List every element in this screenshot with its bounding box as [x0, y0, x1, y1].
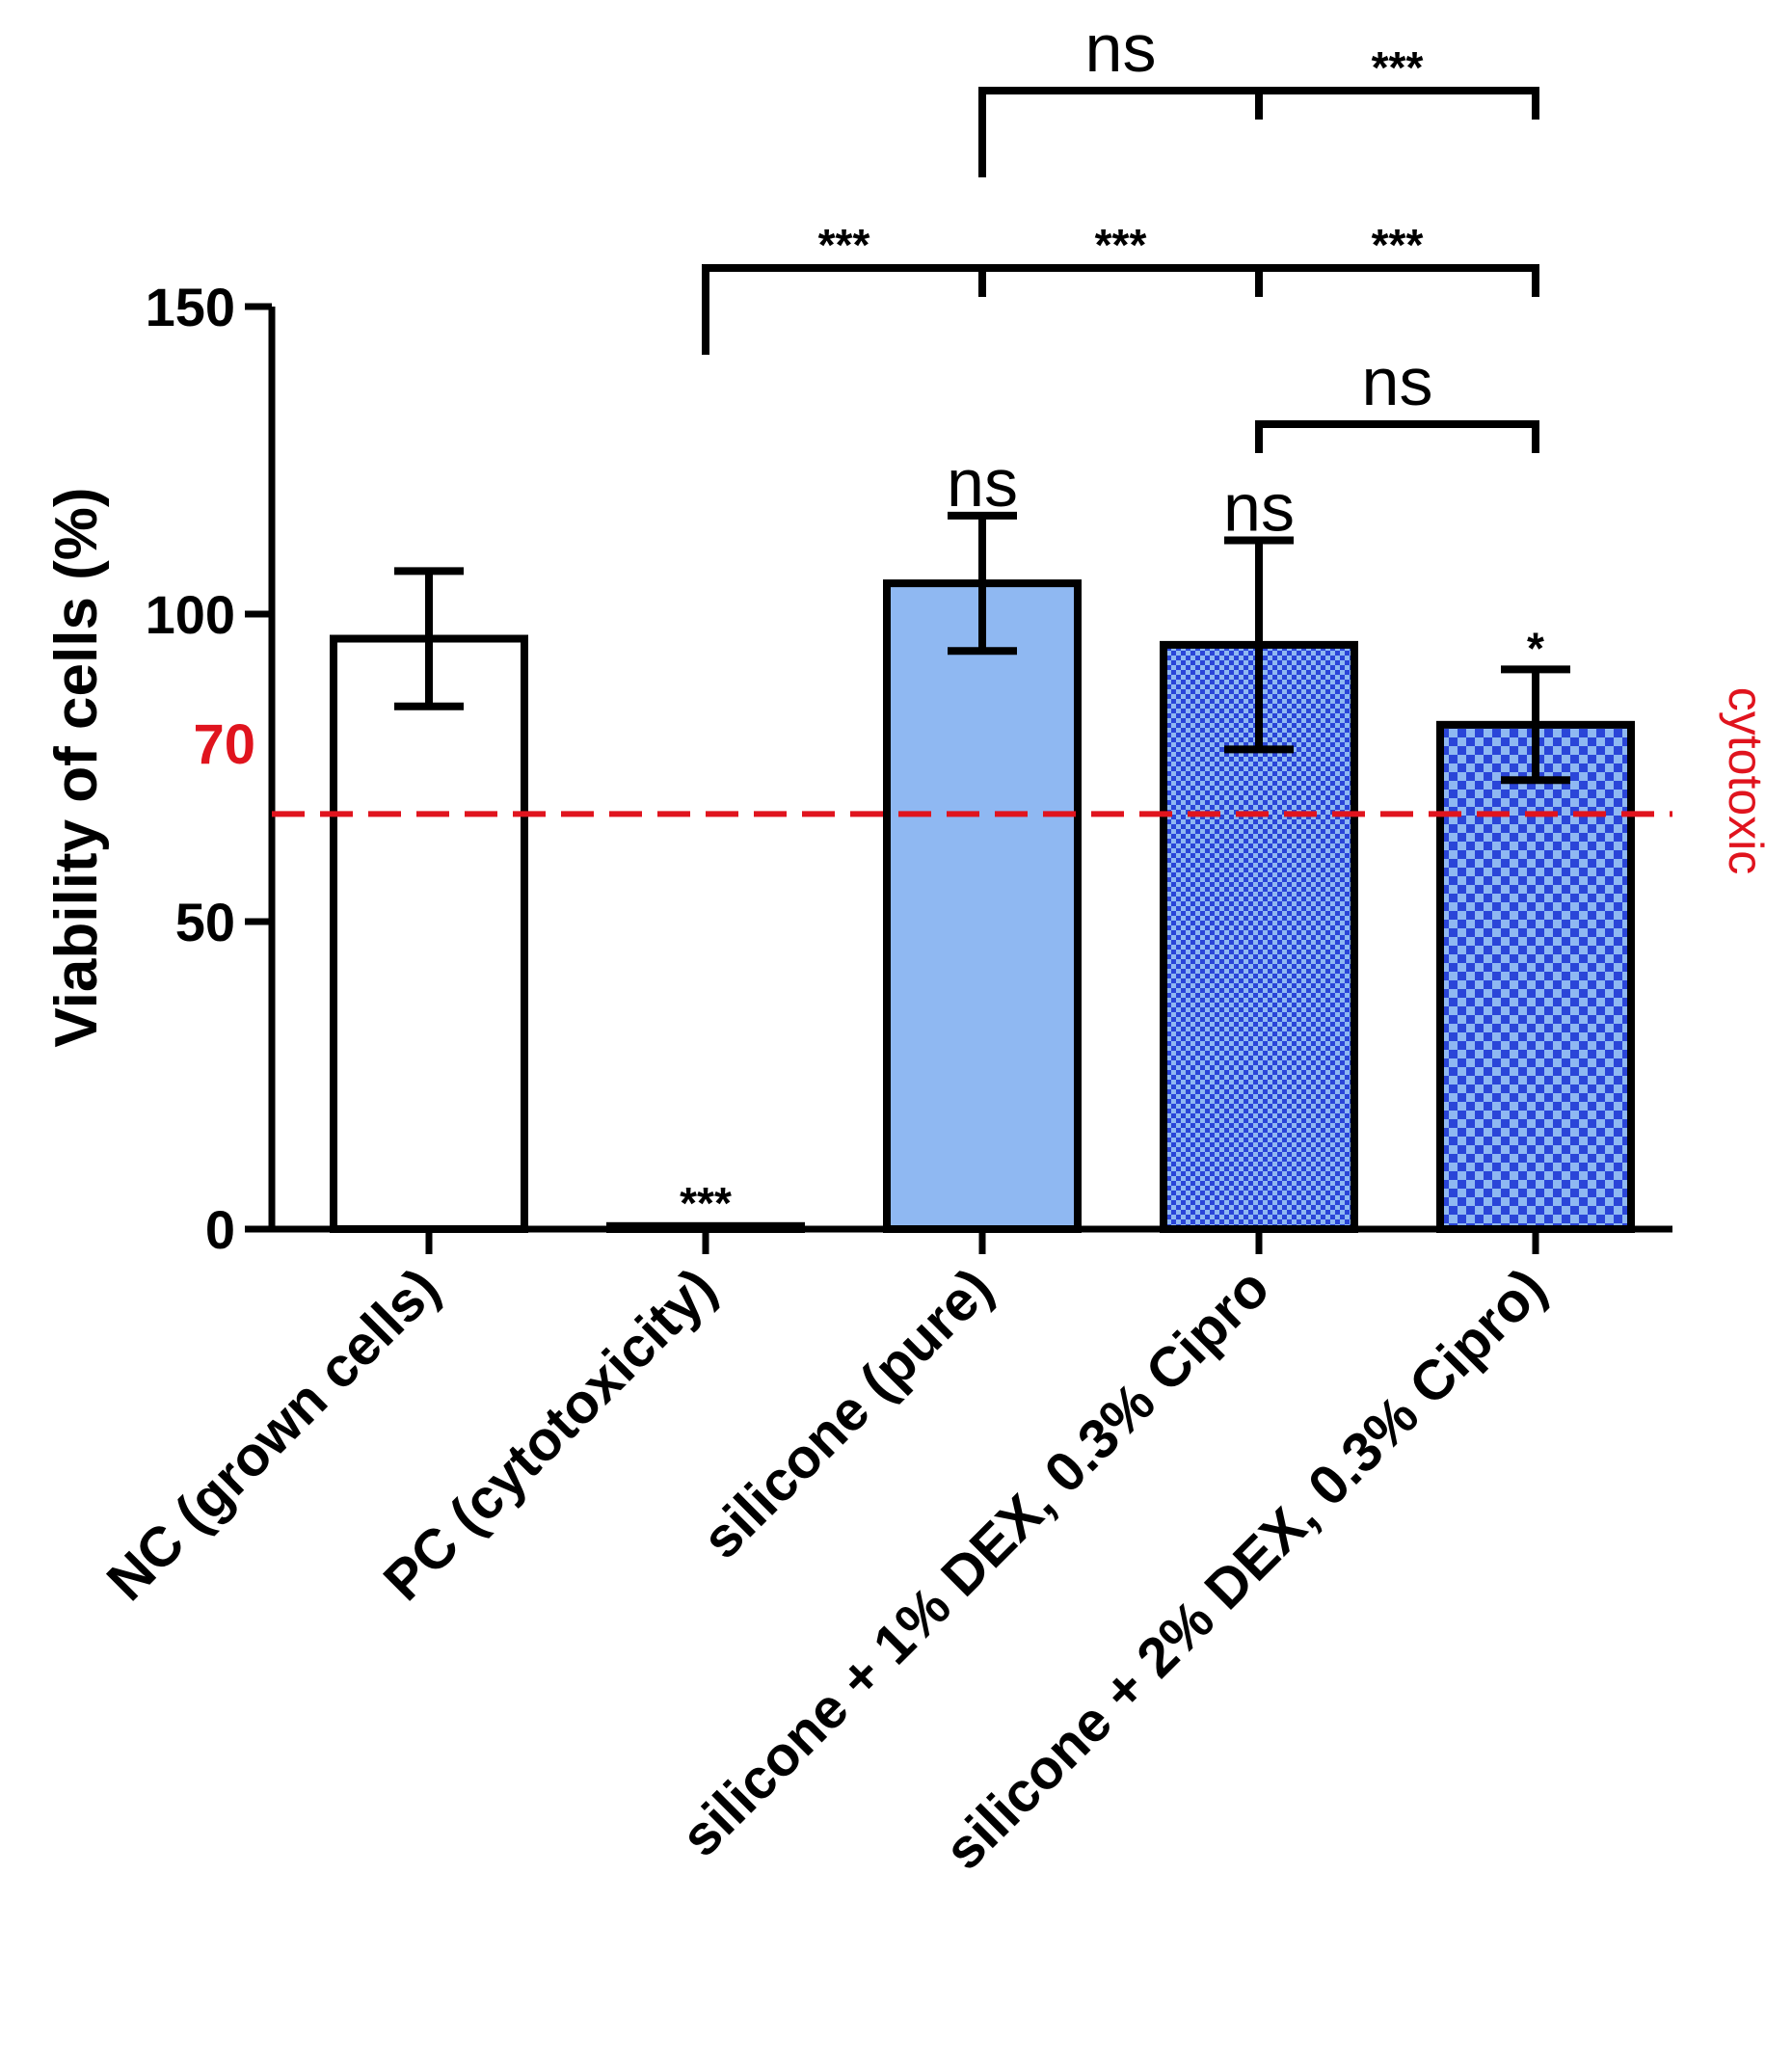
bracket-label: *** — [1372, 42, 1424, 93]
bracket-label: ns — [1362, 344, 1433, 419]
y-tick-label: 150 — [146, 277, 235, 337]
comparison-brackets: ns *** *** *** ns *** — [702, 11, 1539, 453]
category-label: silicone + 1% DEX, 0.3% Cipro — [669, 1256, 1281, 1868]
error-bars — [394, 511, 1570, 785]
category-label: silicone (pure) — [690, 1256, 1004, 1570]
bar-significance-label: * — [1527, 623, 1544, 673]
bar-significance-labels: *** ns ns * — [680, 445, 1544, 1228]
bracket-label: *** — [1372, 220, 1424, 270]
bracket-label: *** — [1095, 220, 1147, 270]
bracket-label: ns — [1085, 11, 1157, 86]
bracket-label: *** — [818, 220, 870, 270]
threshold-value-label: 70 — [193, 713, 255, 776]
bar-significance-label: ns — [947, 445, 1018, 521]
bars — [330, 579, 1635, 1234]
bar — [883, 579, 1082, 1233]
bar — [1436, 720, 1635, 1233]
y-axis-title: Viability of cells (%) — [43, 487, 110, 1047]
category-label: silicone + 2% DEX, 0.3% Cipro) — [932, 1256, 1558, 1882]
threshold: 70 cytotoxic — [193, 687, 1773, 875]
bar — [330, 634, 528, 1233]
threshold-label: cytotoxic — [1719, 687, 1773, 875]
y-tick-label: 0 — [205, 1199, 235, 1260]
bar-significance-label: *** — [680, 1178, 732, 1228]
bar-significance-label: ns — [1223, 469, 1295, 545]
y-tick-label: 50 — [175, 892, 235, 952]
y-ticks: 0 50 100 150 — [146, 277, 272, 1260]
category-labels: NC (grown cells)PC (cytotoxicity)silicon… — [95, 1256, 1559, 1882]
x-ticks — [425, 1229, 1539, 1254]
y-tick-label: 100 — [146, 584, 235, 645]
